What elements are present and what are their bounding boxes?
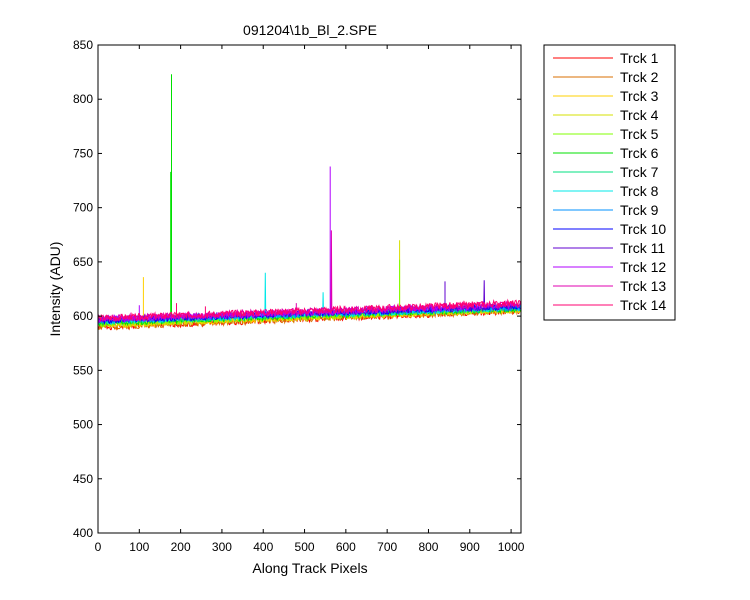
series-line-6 [97, 74, 522, 328]
legend-label: Trck 8 [620, 183, 659, 199]
x-axis: 0 100 200 300 400 500 600 700 800 900 1000 [95, 45, 525, 554]
legend-label: Trck 14 [620, 297, 666, 313]
x-axis-label: Along Track Pixels [252, 560, 367, 576]
x-tick-label: 100 [129, 540, 149, 554]
legend-label: Trck 11 [620, 240, 665, 256]
legend: Trck 1 Trck 2 Trck 3 Trck 4 Trck 5 Trck 6 Trck… [543, 44, 676, 321]
plot-area: 0 100 200 300 400 500 600 700 800 900 1000 400 450 5… [73, 38, 525, 554]
legend-label: Trck 2 [620, 69, 659, 85]
axes-frame [97, 44, 522, 534]
x-tick-label: 0 [95, 540, 102, 554]
y-axis-label: Intensity (ADU) [47, 242, 63, 337]
y-tick-label: 700 [73, 201, 93, 215]
legend-box [543, 44, 676, 321]
x-tick-label: 600 [336, 540, 356, 554]
legend-label: Trck 12 [620, 259, 666, 275]
x-tick-label: 500 [295, 540, 315, 554]
y-tick-label: 550 [73, 363, 93, 377]
series-line-14 [97, 298, 522, 323]
x-tick-label: 1000 [498, 540, 525, 554]
x-tick-label: 900 [460, 540, 480, 554]
y-tick-label: 750 [73, 146, 93, 160]
legend-label: Trck 9 [620, 202, 659, 218]
y-axis: 400 450 500 550 600 650 700 750 800 850 [73, 38, 521, 540]
legend-label: Trck 13 [620, 278, 666, 294]
legend-label: Trck 1 [620, 50, 659, 66]
y-tick-label: 400 [73, 526, 93, 540]
x-tick-label: 800 [418, 540, 438, 554]
y-tick-label: 800 [73, 92, 93, 106]
y-tick-label: 450 [73, 472, 93, 486]
y-tick-label: 500 [73, 418, 93, 432]
x-tick-label: 200 [171, 540, 191, 554]
series-layer [97, 74, 522, 340]
legend-label: Trck 6 [620, 145, 659, 161]
legend-label: Trck 7 [620, 164, 659, 180]
chart-title: 091204\1b_Bl_2.SPE [243, 22, 377, 38]
x-tick-label: 300 [212, 540, 232, 554]
x-tick-label: 700 [377, 540, 397, 554]
legend-label: Trck 10 [620, 221, 666, 237]
legend-label: Trck 5 [620, 126, 659, 142]
y-tick-label: 650 [73, 255, 93, 269]
legend-label: Trck 3 [620, 88, 659, 104]
legend-label: Trck 4 [620, 107, 659, 123]
x-tick-label: 400 [253, 540, 273, 554]
y-tick-label: 850 [73, 38, 93, 52]
y-tick-label: 600 [73, 309, 93, 323]
